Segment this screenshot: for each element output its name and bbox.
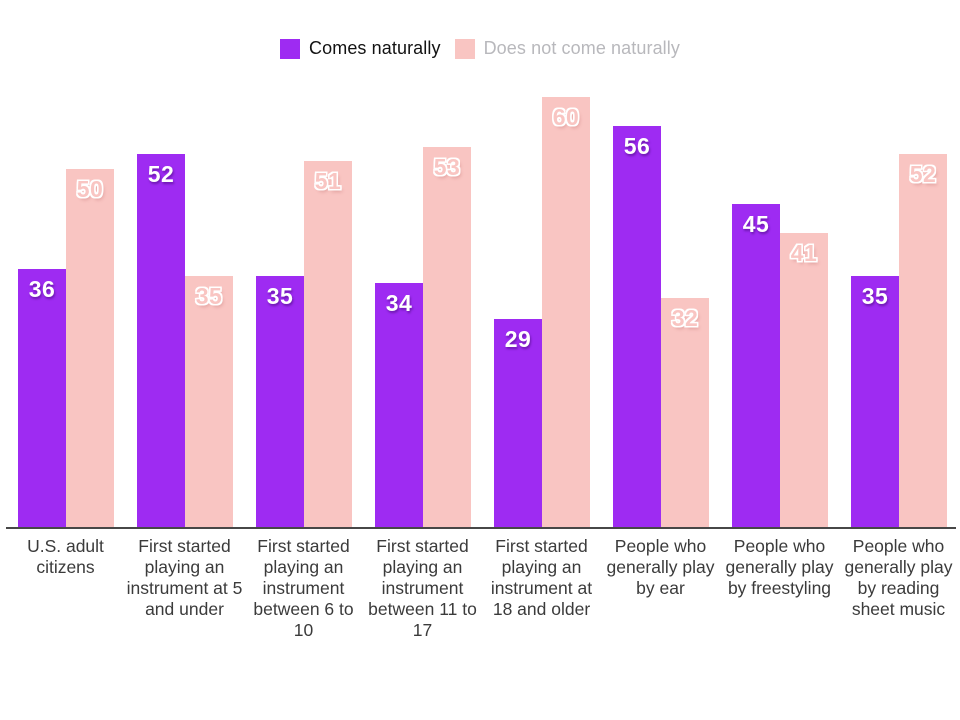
bar-comes-naturally[interactable]: 36	[18, 269, 66, 527]
bar-group: 35 51	[256, 161, 352, 527]
bar-value-label: 34	[385, 290, 413, 316]
legend-swatch-pink	[454, 38, 475, 59]
x-axis-category-label: People who generally play by reading she…	[844, 536, 953, 619]
bar-group: 34 53	[375, 147, 471, 527]
bar-value-label: 41	[790, 240, 818, 266]
bar-does-not-come-naturally[interactable]: 52	[899, 154, 947, 527]
legend-item-comes-naturally[interactable]: Comes naturally	[280, 38, 441, 59]
bar-does-not-come-naturally[interactable]: 60	[542, 97, 590, 527]
legend-swatch-purple	[280, 38, 301, 59]
bar-value-label: 45	[742, 211, 770, 237]
bar-value-label: 51	[314, 168, 342, 194]
bar-comes-naturally[interactable]: 35	[256, 276, 304, 527]
bar-value-label: 36	[28, 276, 56, 302]
bar-comes-naturally[interactable]: 56	[613, 126, 661, 527]
bar-group: 35 52	[851, 154, 947, 527]
bar-value-label: 52	[909, 161, 937, 187]
bar-value-label: 60	[552, 104, 580, 130]
x-axis-category-label: People who generally play by ear	[606, 536, 715, 598]
bar-group: 36 50	[18, 169, 114, 527]
legend-item-does-not-come-naturally[interactable]: Does not come naturally	[454, 38, 680, 59]
bar-group: 45 41	[732, 204, 828, 527]
x-axis-category-label: First started playing an instrument at 5…	[126, 536, 243, 619]
bar-comes-naturally[interactable]: 29	[494, 319, 542, 527]
bar-comes-naturally[interactable]: 52	[137, 154, 185, 527]
bar-does-not-come-naturally[interactable]: 41	[780, 233, 828, 527]
bar-value-label: 50	[76, 176, 104, 202]
bar-value-label: 35	[266, 283, 294, 309]
bar-does-not-come-naturally[interactable]: 50	[66, 169, 114, 527]
legend-label: Does not come naturally	[483, 38, 680, 58]
x-axis-category-label: First started playing an instrument at 1…	[490, 536, 593, 619]
bar-value-label: 52	[147, 161, 175, 187]
bar-value-label: 56	[623, 133, 651, 159]
bar-value-label: 32	[671, 305, 699, 331]
bar-value-label: 53	[433, 154, 461, 180]
bar-value-label: 35	[195, 283, 223, 309]
bar-does-not-come-naturally[interactable]: 35	[185, 276, 233, 527]
bar-does-not-come-naturally[interactable]: 51	[304, 161, 352, 527]
x-axis-category-label: People who generally play by freestyling	[725, 536, 834, 598]
x-axis-line	[6, 527, 956, 529]
bar-group: 29 60	[494, 97, 590, 527]
bar-comes-naturally[interactable]: 35	[851, 276, 899, 527]
bar-value-label: 35	[861, 283, 889, 309]
legend-label: Comes naturally	[309, 38, 441, 58]
bar-comes-naturally[interactable]: 34	[375, 283, 423, 527]
plot-area: 36 50 52 35 35 51 34 53 29 60 56 32 45 41 35 52	[18, 97, 947, 527]
bar-does-not-come-naturally[interactable]: 32	[661, 298, 709, 527]
chart-legend: Comes naturally Does not come naturally	[0, 38, 960, 59]
x-axis-category-label: First started playing an instrument betw…	[253, 536, 354, 640]
bar-comes-naturally[interactable]: 45	[732, 204, 780, 527]
bar-value-label: 29	[504, 326, 532, 352]
bar-does-not-come-naturally[interactable]: 53	[423, 147, 471, 527]
x-axis-category-label: U.S. adult citizens	[27, 536, 104, 577]
bar-group: 52 35	[137, 154, 233, 527]
x-axis-labels: U.S. adult citizens First started playing…	[6, 536, 958, 641]
bar-group: 56 32	[613, 126, 709, 527]
x-axis-category-label: First started playing an instrument betw…	[368, 536, 477, 640]
